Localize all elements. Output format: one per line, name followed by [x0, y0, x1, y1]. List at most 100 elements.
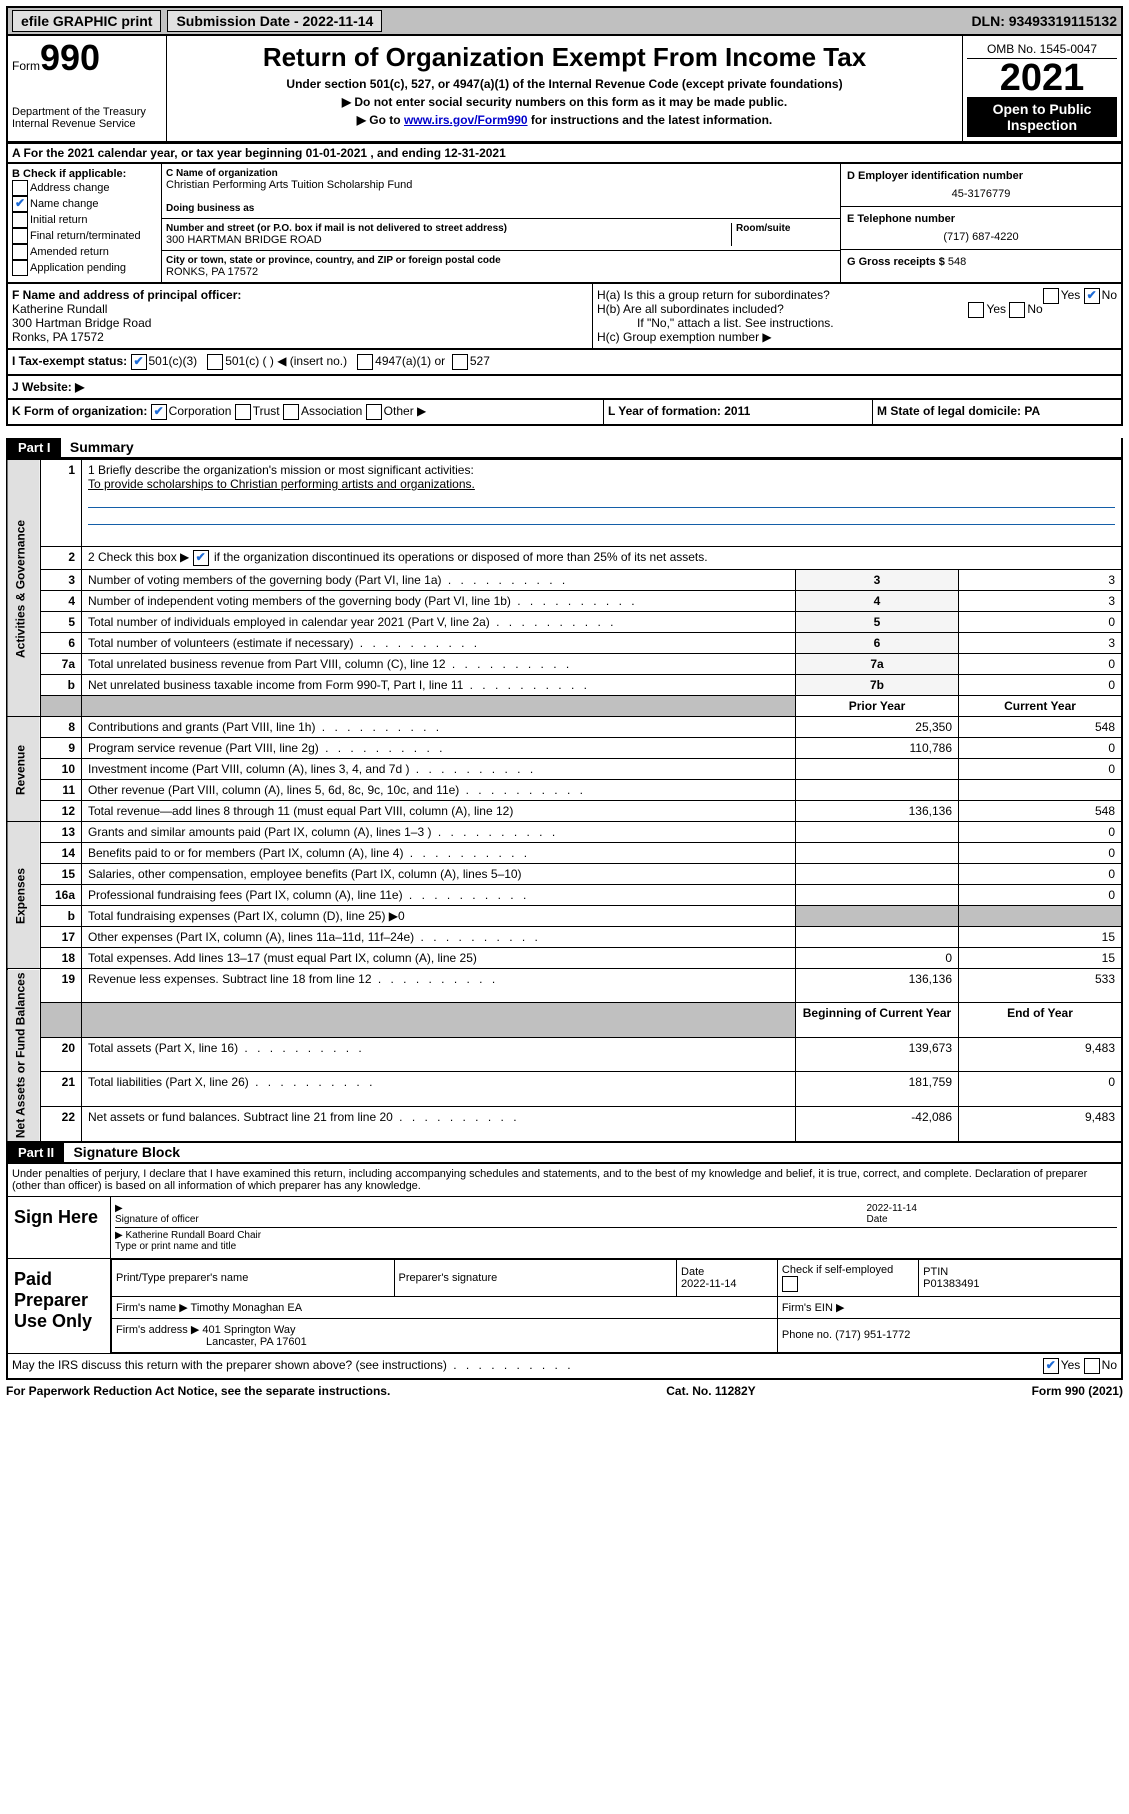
- officer-addr2: Ronks, PA 17572: [12, 330, 588, 344]
- part2-header: Part II: [8, 1143, 64, 1162]
- subtitle-1: Under section 501(c), 527, or 4947(a)(1)…: [173, 77, 956, 91]
- footer-center: Cat. No. 11282Y: [666, 1384, 755, 1398]
- chk-501c[interactable]: [207, 354, 223, 370]
- chk-address-change[interactable]: [12, 180, 28, 196]
- section-b-label: B Check if applicable:: [12, 168, 157, 180]
- ha-label: H(a) Is this a group return for subordin…: [597, 288, 830, 302]
- discuss-text: May the IRS discuss this return with the…: [12, 1358, 1043, 1374]
- year-formation: L Year of formation: 2011: [608, 404, 750, 418]
- chk-initial-return[interactable]: [12, 212, 28, 228]
- firm-phone: (717) 951-1772: [835, 1329, 910, 1341]
- hc-label: H(c) Group exemption number ▶: [597, 330, 1117, 344]
- subtitle-3: ▶ Go to www.irs.gov/Form990 for instruct…: [173, 113, 956, 127]
- chk-4947[interactable]: [357, 354, 373, 370]
- street-address: 300 HARTMAN BRIDGE ROAD: [166, 234, 731, 246]
- g-label: G Gross receipts $: [847, 256, 948, 268]
- city-label: City or town, state or province, country…: [166, 255, 836, 266]
- subtitle-2: ▶ Do not enter social security numbers o…: [173, 95, 956, 109]
- firm-name: Timothy Monaghan EA: [191, 1302, 302, 1314]
- irs-label: Internal Revenue Service: [12, 118, 162, 130]
- page-footer: For Paperwork Reduction Act Notice, see …: [6, 1380, 1123, 1402]
- open-public-badge: Open to Public Inspection: [967, 97, 1117, 137]
- chk-name-change[interactable]: ✔: [12, 196, 28, 212]
- officer-name: Katherine Rundall: [12, 302, 588, 316]
- tax-year: 2021: [967, 59, 1117, 97]
- hb-yes[interactable]: [968, 302, 984, 318]
- line-j: J Website: ▶: [6, 376, 1123, 400]
- d-label: D Employer identification number: [847, 170, 1115, 182]
- firm-addr2: Lancaster, PA 17601: [116, 1336, 773, 1348]
- sign-here-label: Sign Here: [8, 1197, 111, 1258]
- footer-right: Form 990 (2021): [1032, 1384, 1123, 1398]
- addr-label: Number and street (or P.O. box if mail i…: [166, 223, 731, 234]
- gross-receipts: 548: [948, 256, 966, 268]
- q1-answer: To provide scholarships to Christian per…: [88, 477, 1115, 491]
- line-k: K Form of organization: ✔Corporation Tru…: [6, 400, 1123, 426]
- chk-amended[interactable]: [12, 244, 28, 260]
- telephone: (717) 687-4220: [847, 231, 1115, 243]
- side-expenses: Expenses: [7, 822, 41, 969]
- dln: DLN: 93493319115132: [971, 13, 1117, 29]
- typed-name: Katherine Rundall Board Chair: [125, 1230, 261, 1241]
- hb-no[interactable]: [1009, 302, 1025, 318]
- irs-link[interactable]: www.irs.gov/Form990: [404, 113, 528, 127]
- h-note: If "No," attach a list. See instructions…: [597, 316, 1117, 330]
- q1-text: 1 Briefly describe the organization's mi…: [88, 463, 1115, 477]
- declaration-text: Under penalties of perjury, I declare th…: [8, 1164, 1121, 1196]
- ptin: P01383491: [923, 1278, 1116, 1290]
- e-label: E Telephone number: [847, 213, 1115, 225]
- summary-table: Activities & Governance 1 1 Briefly desc…: [6, 459, 1123, 1143]
- block-b-to-g: B Check if applicable: Address change ✔N…: [6, 164, 1123, 284]
- typed-sub: Type or print name and title: [115, 1241, 1117, 1252]
- part1-header: Part I: [8, 438, 61, 457]
- main-title: Return of Organization Exempt From Incom…: [173, 42, 956, 73]
- side-governance: Activities & Governance: [7, 460, 41, 717]
- c-label: C Name of organization: [166, 168, 836, 179]
- chk-501c3[interactable]: ✔: [131, 354, 147, 370]
- form-prefix: Form: [12, 59, 40, 73]
- side-revenue: Revenue: [7, 717, 41, 822]
- sig-date-label: Date: [867, 1214, 1118, 1225]
- ein: 45-3176779: [847, 188, 1115, 200]
- f-label: F Name and address of principal officer:: [12, 288, 588, 302]
- officer-addr1: 300 Hartman Bridge Road: [12, 316, 588, 330]
- part1-title: Summary: [64, 439, 134, 455]
- discuss-yes[interactable]: ✔: [1043, 1358, 1059, 1374]
- chk-corp[interactable]: ✔: [151, 404, 167, 420]
- line-i: I Tax-exempt status: ✔501(c)(3) 501(c) (…: [6, 350, 1123, 376]
- ha-yes[interactable]: [1043, 288, 1059, 304]
- efile-button[interactable]: efile GRAPHIC print: [12, 10, 161, 32]
- sig-officer-label: Signature of officer: [115, 1214, 867, 1225]
- submission-date: Submission Date - 2022-11-14: [167, 10, 382, 32]
- chk-app-pending[interactable]: [12, 260, 28, 276]
- preparer-table: Print/Type preparer's name Preparer's si…: [111, 1259, 1121, 1353]
- part2-title: Signature Block: [67, 1144, 180, 1160]
- firm-addr1: 401 Springton Way: [202, 1324, 295, 1336]
- chk-final-return[interactable]: [12, 228, 28, 244]
- side-netassets: Net Assets or Fund Balances: [7, 969, 41, 1142]
- chk-assoc[interactable]: [283, 404, 299, 420]
- subdate-value: 2022-11-14: [303, 13, 374, 29]
- chk-self-employed[interactable]: [782, 1276, 798, 1292]
- org-name: Christian Performing Arts Tuition Schola…: [166, 179, 836, 191]
- paid-preparer-label: Paid Preparer Use Only: [8, 1259, 111, 1353]
- section-a: A For the 2021 calendar year, or tax yea…: [6, 143, 1123, 164]
- chk-527[interactable]: [452, 354, 468, 370]
- chk-other[interactable]: [366, 404, 382, 420]
- hb-label: H(b) Are all subordinates included?: [597, 302, 784, 316]
- chk-trust[interactable]: [235, 404, 251, 420]
- state-domicile: M State of legal domicile: PA: [877, 404, 1040, 418]
- top-toolbar: efile GRAPHIC print Submission Date - 20…: [6, 6, 1123, 36]
- dept-label: Department of the Treasury: [12, 106, 162, 118]
- ha-no[interactable]: ✔: [1084, 288, 1100, 304]
- discuss-no[interactable]: [1084, 1358, 1100, 1374]
- dba-label: Doing business as: [166, 203, 836, 214]
- form-number: 990: [40, 37, 100, 78]
- subdate-label: Submission Date -: [176, 13, 302, 29]
- room-label: Room/suite: [736, 223, 836, 234]
- signature-block: Under penalties of perjury, I declare th…: [6, 1164, 1123, 1380]
- city-state-zip: RONKS, PA 17572: [166, 266, 836, 278]
- sig-date: 2022-11-14: [867, 1203, 1118, 1214]
- form-header: Form990 Department of the Treasury Inter…: [6, 36, 1123, 143]
- chk-discontinued[interactable]: ✔: [193, 550, 209, 566]
